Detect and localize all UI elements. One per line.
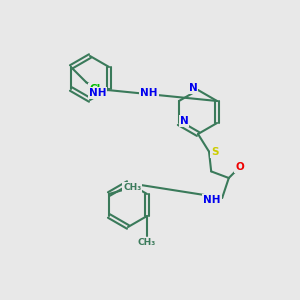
Text: NH: NH <box>88 88 106 98</box>
Text: CH₃: CH₃ <box>138 238 156 247</box>
Text: NH: NH <box>140 88 158 98</box>
Text: N: N <box>189 83 197 93</box>
Text: S: S <box>211 147 219 157</box>
Text: Cl: Cl <box>89 84 101 94</box>
Text: NH: NH <box>203 195 221 205</box>
Text: N: N <box>180 116 188 126</box>
Text: CH₃: CH₃ <box>123 183 142 192</box>
Text: O: O <box>236 162 244 172</box>
